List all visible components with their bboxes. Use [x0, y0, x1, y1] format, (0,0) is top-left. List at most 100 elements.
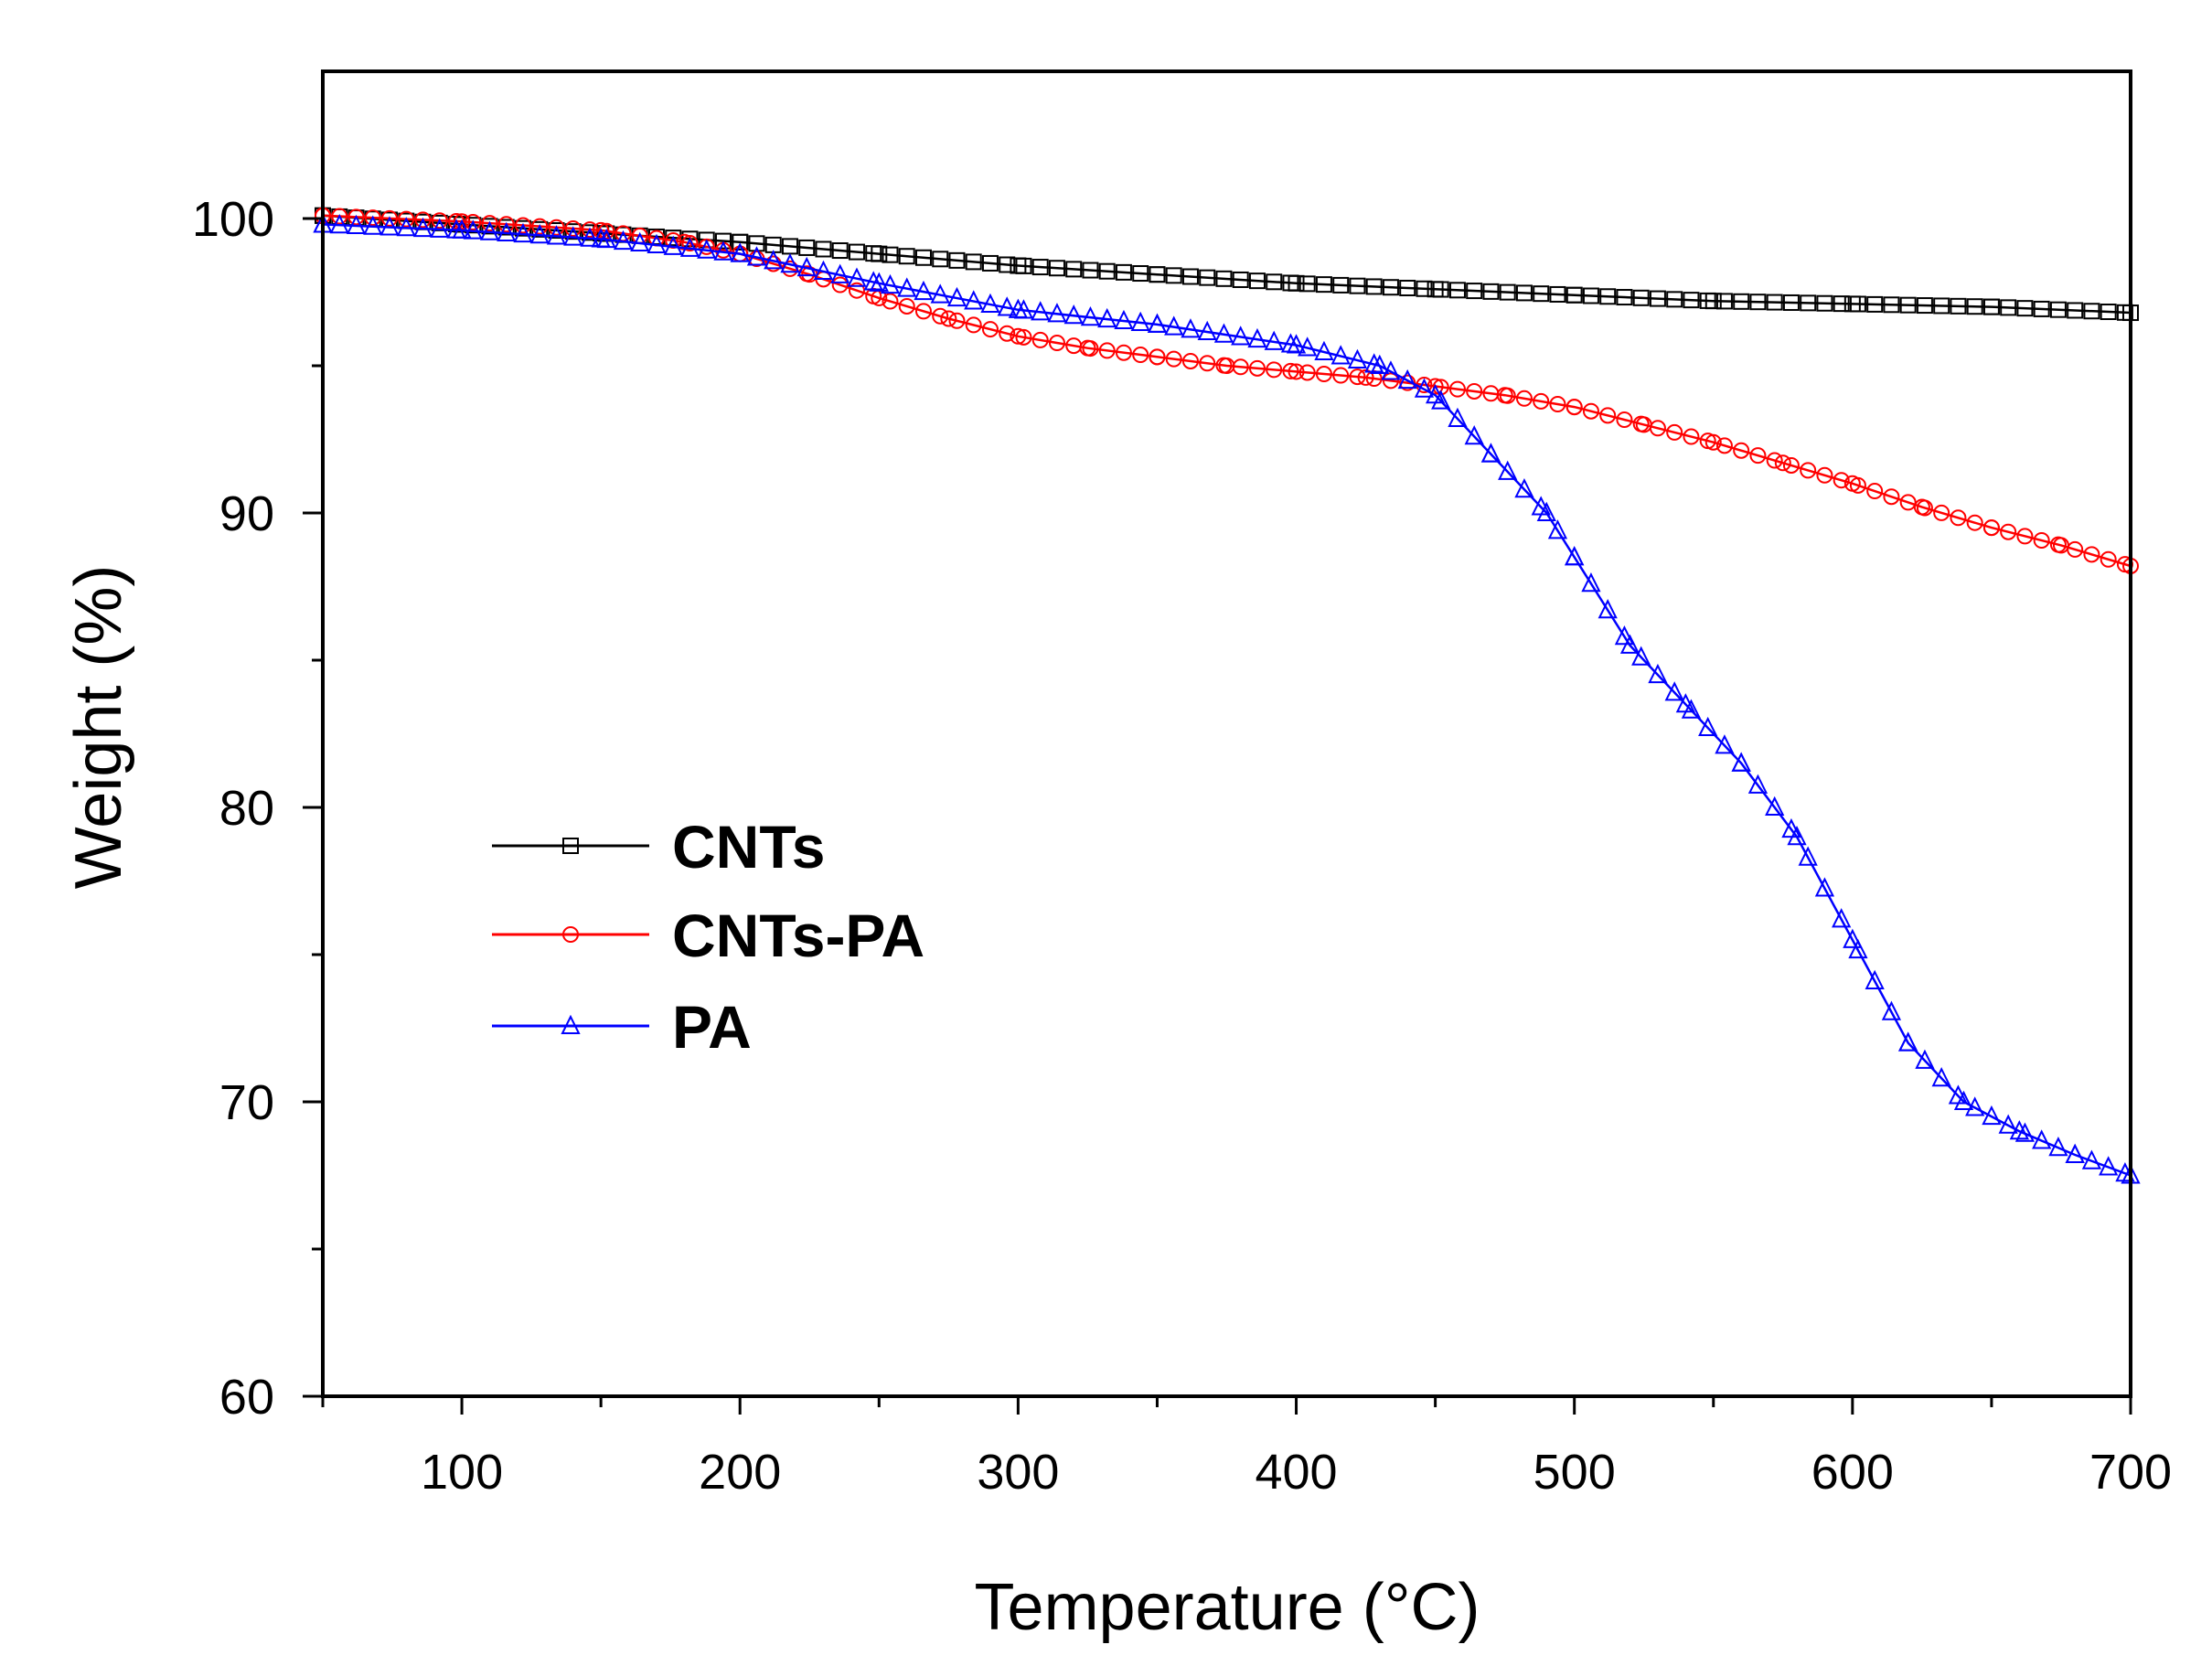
marker-pa — [1063, 304, 1084, 325]
marker-cnts-pa — [465, 213, 482, 230]
marker-cnts-pa — [497, 216, 515, 233]
marker-cnts-pa — [1833, 472, 1850, 489]
marker-cnts-pa — [2083, 546, 2100, 563]
marker-cnts — [1082, 262, 1099, 279]
marker-cnts — [1800, 294, 1817, 312]
data-point-cnts-pa — [1079, 339, 1096, 357]
marker-cnts-pa — [514, 217, 531, 234]
marker-pa — [946, 286, 967, 307]
marker-cnts — [1499, 283, 1516, 301]
marker-cnts — [1248, 272, 1266, 290]
marker-cnts — [1482, 283, 1500, 300]
marker-pa — [1314, 340, 1334, 360]
marker-pa — [1498, 460, 1518, 480]
data-point-cnts-pa — [1565, 399, 1583, 416]
marker-pa — [412, 217, 433, 238]
plot-frame — [321, 69, 2132, 1398]
marker-cnts-pa — [898, 297, 915, 315]
marker-cnts-pa — [1349, 368, 1366, 386]
marker-cnts-pa — [1715, 437, 1733, 454]
marker-cnts-pa — [564, 219, 582, 237]
marker-cnts — [1599, 288, 1617, 305]
marker-pa — [1547, 519, 1568, 539]
data-point-pa — [1565, 546, 1585, 566]
marker-pa — [663, 235, 683, 255]
marker-cnts-pa — [1599, 407, 1617, 424]
marker-pa — [630, 231, 650, 252]
marker-pa — [997, 296, 1017, 316]
marker-pa — [1114, 309, 1134, 330]
marker-pa — [847, 267, 867, 287]
marker-cnts-pa — [1950, 509, 1967, 527]
marker-cnts — [815, 240, 832, 258]
marker-cnts — [1649, 290, 1666, 307]
data-point-cnts-pa — [454, 213, 471, 230]
data-point-cnts-pa — [1218, 358, 1235, 374]
marker-cnts — [2083, 303, 2100, 320]
marker-pa — [980, 293, 1000, 314]
series-cnts-pa — [315, 207, 2139, 574]
marker-pa — [1681, 699, 1702, 719]
marker-pa — [513, 222, 533, 243]
data-point-cnts-pa — [2052, 537, 2069, 554]
marker-pa — [1765, 796, 1785, 816]
marker-cnts — [1916, 297, 1933, 315]
marker-pa — [2099, 1156, 2119, 1176]
marker-pa — [1164, 315, 1184, 336]
series-layer — [313, 207, 2141, 1184]
marker-pa — [1881, 1000, 1902, 1020]
x-tick-label: 100 — [421, 1445, 503, 1500]
marker-cnts — [798, 239, 816, 256]
data-point-cnts-pa — [1704, 433, 1722, 451]
series-pa — [313, 213, 2141, 1184]
data-point-cnts — [732, 233, 749, 251]
data-point-pa — [1843, 928, 1863, 948]
y-tick-label: 70 — [219, 1075, 274, 1130]
marker-cnts-pa — [1883, 488, 1900, 506]
marker-cnts — [1132, 265, 1149, 283]
marker-pa — [363, 215, 383, 235]
marker-cnts — [1816, 294, 1833, 312]
marker-cnts — [965, 253, 982, 271]
marker-cnts-pa — [1315, 366, 1332, 383]
marker-pa — [1814, 877, 1835, 897]
marker-cnts-pa — [531, 218, 549, 235]
data-point-pa — [2009, 1119, 2029, 1140]
legend-marker — [561, 1014, 581, 1034]
marker-cnts — [1332, 276, 1350, 294]
marker-cnts-pa — [1282, 362, 1299, 379]
marker-pa — [396, 217, 416, 237]
marker-pa — [1213, 323, 1234, 343]
marker-pa — [1097, 307, 1117, 328]
marker-cnts-pa — [965, 316, 982, 334]
marker-cnts-pa — [1666, 423, 1683, 441]
marker-pa — [1231, 326, 1251, 346]
marker-cnts-pa — [1399, 374, 1416, 391]
marker-cnts — [1683, 292, 1700, 309]
legend-item-cnts: CNTs — [492, 813, 825, 881]
marker-cnts — [848, 243, 865, 261]
marker-cnts-pa — [999, 325, 1016, 342]
marker-pa — [1397, 368, 1417, 390]
marker-pa — [546, 225, 567, 245]
marker-pa — [2048, 1136, 2068, 1157]
marker-cnts-pa — [1466, 382, 1483, 400]
marker-cnts-pa — [1298, 364, 1316, 381]
marker-cnts — [1582, 287, 1599, 304]
marker-pa — [1581, 572, 1601, 593]
marker-pa — [2032, 1129, 2052, 1149]
marker-pa — [914, 280, 934, 301]
marker-cnts — [981, 254, 999, 272]
data-point-pa — [1731, 752, 1751, 772]
marker-pa — [1631, 646, 1651, 666]
data-point-pa — [1787, 825, 1807, 846]
marker-cnts — [1466, 283, 1483, 300]
marker-pa — [964, 290, 984, 310]
y-axis-title: Weight (%) — [62, 565, 135, 890]
marker-cnts-pa — [1933, 504, 1950, 521]
marker-cnts-pa — [2016, 528, 2034, 545]
marker-cnts-pa — [1199, 355, 1216, 372]
marker-cnts-pa — [447, 212, 465, 230]
marker-cnts — [999, 256, 1016, 273]
